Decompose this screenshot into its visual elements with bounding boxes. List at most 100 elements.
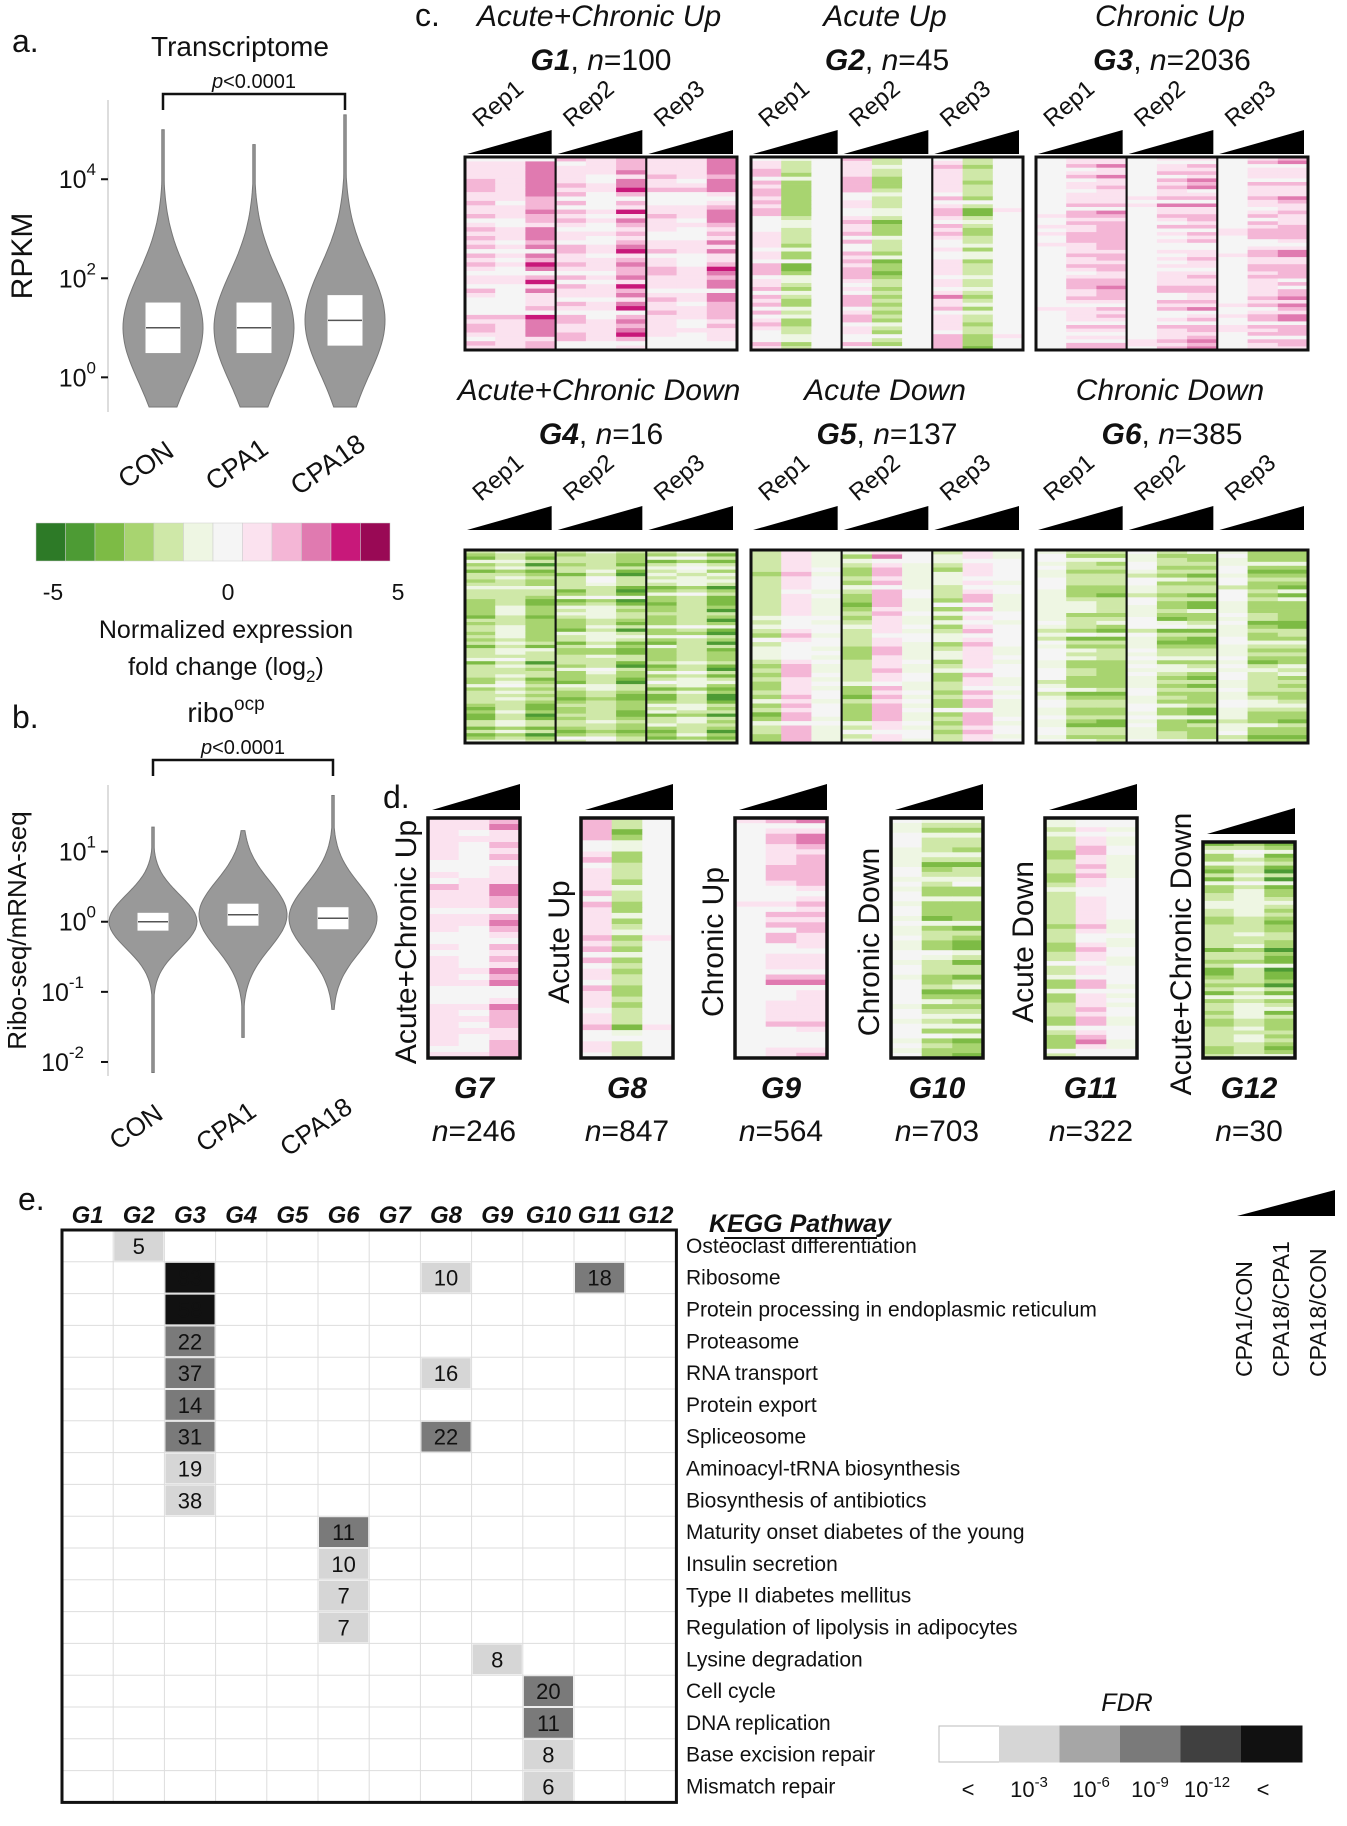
heatmap-cell [585, 279, 617, 285]
heatmap-cell [706, 589, 738, 593]
group-n: n=246 [432, 1115, 516, 1148]
group-title: Acute Down [802, 374, 966, 407]
heatmap-cell [1126, 328, 1158, 333]
heatmap-cell [495, 716, 526, 721]
heatmap-cell [1277, 164, 1309, 169]
heatmap-cell [465, 257, 496, 263]
heatmap-cell [1187, 325, 1218, 329]
heatmap-cell [1156, 239, 1188, 244]
heatmap-cell [871, 160, 903, 166]
heatmap-cell [1075, 859, 1107, 865]
heatmap-cell [555, 200, 587, 206]
heatmap-cell [1096, 278, 1127, 283]
heatmap-cell [871, 322, 903, 327]
heatmap-cell [581, 907, 613, 914]
heatmap-cell [1217, 597, 1248, 602]
heatmap-cell [525, 279, 556, 285]
heatmap-cell [781, 208, 812, 213]
heatmap-cell [1096, 593, 1127, 598]
heatmap-cell [811, 290, 842, 296]
heatmap-cell [1187, 644, 1218, 649]
heatmap-cell [841, 611, 873, 617]
scale-tick-label: 5 [392, 579, 405, 605]
heatmap-cell [811, 251, 842, 256]
heatmap-cell [1106, 1034, 1138, 1040]
heatmap-cell [525, 209, 556, 215]
heatmap-cell [495, 622, 526, 626]
group-n-value: =137 [890, 418, 958, 451]
heatmap-cell [1247, 314, 1279, 319]
heatmap-cell [611, 940, 643, 947]
heatmap-cell [555, 563, 587, 567]
heatmap-cell [489, 980, 521, 987]
heatmap-cell [525, 602, 556, 606]
heatmap-cell [676, 161, 708, 167]
heatmap-cell [1066, 182, 1097, 186]
heatmap-cell [992, 664, 1024, 669]
heatmap-cell [525, 693, 556, 698]
heatmap-cell [1233, 975, 1265, 980]
heatmap-cell [1187, 342, 1218, 347]
heatmap-cell [902, 275, 933, 280]
heatmap-border [463, 155, 739, 352]
heatmap-cell [555, 257, 587, 263]
heatmap-cell [581, 896, 613, 903]
heatmap-cell [642, 912, 674, 919]
heatmap-cell [1126, 271, 1158, 276]
heatmap-cell [781, 157, 812, 162]
heatmap-cell [676, 595, 708, 600]
heatmap-cell [465, 249, 496, 254]
heatmap-cell [962, 255, 994, 260]
replicate-label: Rep1 [1039, 75, 1100, 133]
heatmap-cell [932, 227, 963, 233]
heatmap-cell [1156, 224, 1188, 229]
heatmap-cell [1156, 711, 1188, 716]
heatmap-cell [495, 648, 526, 652]
heatmap-cell [841, 650, 873, 656]
heatmap-cell [952, 901, 984, 907]
heatmap-cell [1247, 321, 1279, 326]
enrichment-count: 10 [331, 1552, 355, 1577]
heatmap-cell [1156, 207, 1188, 211]
heatmap-cell [585, 271, 617, 276]
heatmap-cell [751, 224, 782, 229]
heatmap-cell [751, 659, 782, 665]
heatmap-cell [781, 160, 812, 166]
heatmap-cell [706, 563, 738, 567]
replicate-label: Rep2 [844, 75, 905, 133]
heatmap-cell [585, 323, 617, 329]
panel-label-b: b. [12, 699, 39, 735]
heatmap-cell [1096, 228, 1127, 233]
heatmap-cell [751, 330, 782, 335]
heatmap-cell [1233, 1010, 1265, 1016]
heatmap-cell [465, 240, 496, 246]
heatmap-cell [1096, 672, 1127, 677]
heatmap-cell [1045, 1034, 1077, 1040]
heatmap-cell [811, 212, 842, 217]
heatmap-cell [811, 168, 842, 174]
heatmap-cell [1233, 893, 1265, 898]
heatmap-cell [992, 342, 1024, 347]
heatmap-cell [1247, 160, 1279, 165]
heatmap-cell [465, 736, 496, 741]
heatmap-cell [1233, 991, 1265, 996]
y-tick-base: 10 [41, 979, 69, 1007]
heatmap-cell [1036, 196, 1067, 201]
heatmap-cell [871, 659, 903, 665]
heatmap-cell [1277, 561, 1309, 567]
heatmap-cell [1106, 845, 1138, 851]
pathway-name: Insulin secretion [686, 1553, 838, 1576]
heatmap-cell [921, 876, 953, 883]
enrichment-count: 37 [178, 1361, 202, 1386]
heatmap-cell [616, 697, 647, 701]
group-n-sep: , [1133, 44, 1150, 77]
heatmap-cell [676, 641, 708, 646]
heatmap-cell [495, 183, 526, 189]
heatmap-cell [1247, 307, 1279, 312]
heatmap-cell [751, 160, 782, 166]
heatmap-cell [1096, 727, 1127, 732]
heatmap-cell [1247, 577, 1279, 582]
heatmap-cell [992, 212, 1024, 217]
heatmap-cell [465, 275, 496, 281]
